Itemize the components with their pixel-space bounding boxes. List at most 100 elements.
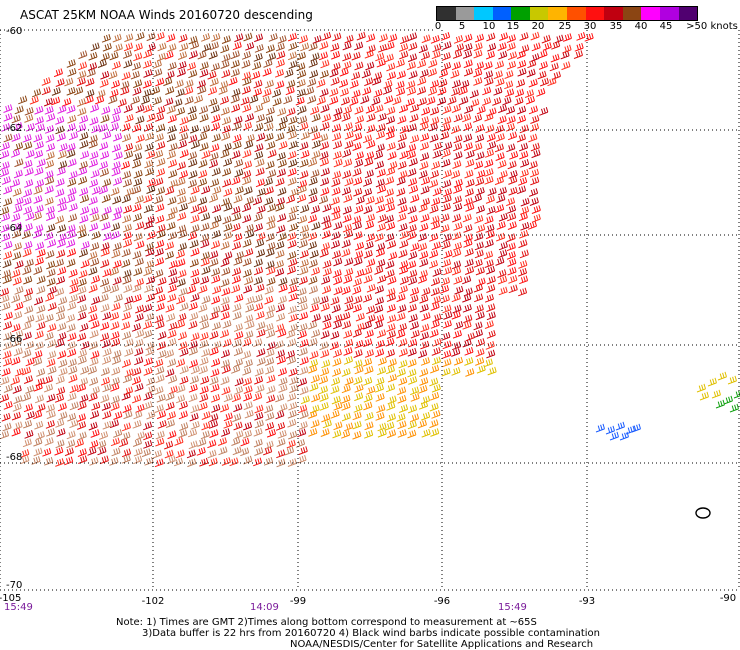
wind-barb — [253, 53, 263, 62]
wind-barb — [186, 62, 196, 71]
wind-barb — [387, 151, 397, 161]
wind-barb — [364, 412, 374, 421]
wind-barb — [120, 80, 130, 90]
wind-barb — [417, 97, 427, 107]
wind-barb — [55, 338, 65, 348]
wind-barb — [144, 284, 154, 293]
wind-barb — [77, 224, 87, 233]
wind-barb — [276, 438, 286, 447]
wind-barb — [374, 160, 385, 170]
wind-barb — [299, 159, 309, 168]
wind-barb — [349, 97, 359, 106]
wind-barb — [76, 77, 86, 87]
wind-barb — [124, 142, 134, 152]
wind-barb — [342, 105, 352, 115]
wind-barb — [220, 359, 230, 368]
wind-barb — [481, 97, 492, 106]
wind-barb — [374, 285, 384, 294]
wind-barb — [13, 169, 23, 179]
wind-barb — [67, 114, 77, 124]
wind-barb — [451, 266, 462, 276]
wind-barb — [45, 159, 55, 169]
wind-barb — [454, 321, 464, 330]
wind-barb — [339, 87, 349, 97]
wind-barb — [45, 205, 55, 215]
wind-barb — [243, 385, 253, 394]
wind-barb — [463, 142, 473, 151]
wind-barb — [130, 95, 140, 105]
wind-barb — [408, 338, 418, 348]
wind-barb — [363, 401, 373, 411]
wind-barb — [1, 233, 11, 242]
wind-barb — [68, 203, 78, 212]
wind-barb — [699, 391, 709, 401]
wind-barb — [254, 447, 264, 456]
wind-barb — [156, 293, 166, 303]
wind-barb — [454, 43, 465, 52]
wind-barb — [319, 341, 329, 351]
wind-barb — [354, 250, 364, 260]
wind-barb — [331, 304, 341, 314]
wind-barb — [300, 131, 310, 141]
wind-barb — [12, 276, 22, 286]
wind-barb — [121, 422, 131, 432]
wind-barb — [46, 277, 56, 287]
wind-barb — [12, 251, 22, 261]
wind-barb — [58, 367, 68, 377]
wind-barb — [156, 229, 166, 239]
wind-barb — [202, 43, 212, 53]
wind-barb — [68, 294, 78, 303]
wind-barb — [541, 34, 551, 44]
wind-barb — [265, 232, 275, 242]
wind-barb — [164, 51, 174, 60]
wind-barb — [418, 349, 428, 359]
wind-barb — [130, 70, 140, 80]
wind-barb — [344, 302, 354, 312]
wind-barb — [253, 294, 263, 303]
wind-barb — [508, 186, 518, 196]
wind-barb — [220, 149, 230, 159]
wind-barb — [112, 33, 122, 43]
wind-barb — [25, 357, 35, 367]
wind-barb — [33, 133, 43, 143]
wind-barb — [631, 423, 641, 433]
wind-barb — [410, 386, 420, 396]
wind-barb — [398, 376, 408, 386]
wind-barb — [57, 150, 67, 160]
wind-barb — [365, 104, 375, 114]
wind-barb — [46, 410, 56, 420]
wind-barb — [430, 287, 440, 297]
wind-barb — [332, 349, 342, 358]
wind-barb — [190, 247, 200, 257]
wind-barb — [231, 241, 242, 251]
wind-barb — [22, 438, 32, 448]
wind-barb — [353, 295, 363, 305]
wind-barb — [36, 304, 46, 314]
wind-barb — [178, 341, 188, 351]
wind-barb — [277, 187, 287, 196]
wind-barb — [200, 233, 210, 243]
wind-barb — [344, 295, 354, 305]
wind-barb — [387, 429, 397, 439]
wind-barb — [165, 86, 175, 95]
wind-barb — [386, 62, 396, 72]
wind-barb — [499, 32, 509, 41]
wind-barb — [316, 79, 326, 88]
wind-barb — [200, 222, 210, 232]
wind-barb — [145, 215, 155, 225]
wind-barb — [90, 242, 100, 251]
wind-barb — [231, 284, 241, 294]
wind-barb — [508, 275, 518, 284]
wind-barb — [384, 196, 394, 206]
wind-barb — [36, 321, 46, 331]
wind-barb — [110, 187, 120, 196]
wind-barb — [453, 151, 463, 160]
wind-barb — [352, 303, 362, 313]
wind-barb — [493, 86, 503, 96]
wind-barb — [79, 394, 89, 403]
wind-barb — [22, 349, 32, 359]
wind-barb — [190, 332, 200, 342]
wind-barb — [243, 32, 253, 42]
wind-barb — [464, 188, 474, 197]
wind-barb — [486, 265, 496, 275]
